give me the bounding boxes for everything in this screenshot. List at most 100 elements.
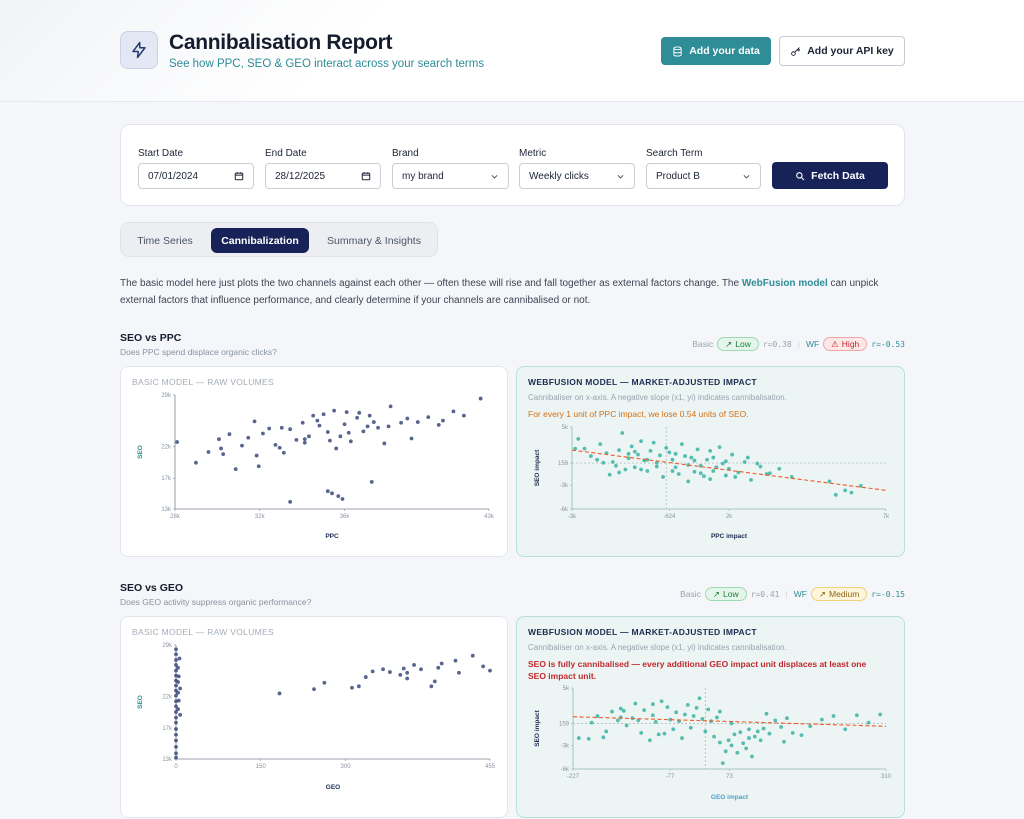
data-point	[720, 461, 725, 466]
end-date-input[interactable]: 28/12/2025	[265, 163, 381, 189]
data-point	[342, 422, 347, 427]
data-point	[747, 727, 751, 732]
data-point	[321, 412, 326, 417]
add-api-key-button[interactable]: Add your API key	[779, 36, 905, 66]
data-point	[626, 451, 631, 456]
data-point	[676, 472, 681, 476]
start-date-value: 07/01/2024	[148, 170, 199, 182]
data-point	[706, 707, 711, 712]
data-point	[330, 491, 334, 496]
data-point	[712, 734, 716, 739]
intro-text: The basic model here just plots the two …	[120, 276, 910, 309]
data-point	[470, 653, 475, 658]
x-tick-label: 0	[174, 764, 178, 770]
data-point	[256, 464, 261, 469]
data-point	[267, 426, 272, 431]
data-point	[302, 440, 307, 445]
tab-summary-insights[interactable]: Summary & Insights	[327, 234, 421, 247]
data-point	[705, 457, 709, 462]
data-point	[176, 690, 180, 695]
data-point	[595, 457, 600, 462]
card-title: BASIC MODEL — RAW VOLUMES	[132, 627, 274, 637]
data-point	[178, 712, 183, 717]
search-term-value: Product B	[656, 170, 700, 182]
y-tick-label: 22k	[162, 694, 173, 700]
tab-cannibalization[interactable]: Cannibalization	[211, 228, 309, 253]
data-point	[831, 714, 836, 718]
data-point	[703, 729, 708, 734]
data-point	[277, 445, 282, 450]
data-point	[819, 717, 824, 722]
lightning-icon	[132, 41, 146, 59]
data-point	[177, 656, 182, 661]
view-tabs: Time Series Cannibalization Summary & In…	[120, 222, 438, 257]
add-data-button[interactable]: Add your data	[661, 37, 771, 65]
card-insight: For every 1 unit of PPC impact, we lose …	[528, 409, 749, 419]
data-point	[653, 719, 658, 724]
data-point	[623, 467, 628, 472]
search-term-select[interactable]: Product B	[646, 163, 761, 189]
x-tick-label: 455	[485, 764, 496, 770]
data-point	[361, 429, 366, 434]
y-axis-label: SEO	[137, 695, 144, 709]
data-point	[632, 449, 637, 454]
data-point	[174, 693, 178, 698]
data-point	[779, 725, 783, 729]
data-point	[854, 713, 859, 718]
intro-after: can unpick external factors that influen…	[120, 278, 879, 306]
data-point	[254, 453, 259, 458]
x-tick-label: 2k	[726, 514, 733, 520]
metric-select[interactable]: Weekly clicks	[519, 163, 635, 189]
wf-r-value: r=-0.53	[871, 339, 905, 349]
data-point	[639, 731, 644, 735]
data-point	[604, 729, 609, 734]
data-point	[617, 448, 621, 453]
data-point	[827, 479, 832, 484]
data-point	[307, 434, 311, 439]
start-date-input[interactable]: 07/01/2024	[138, 163, 254, 189]
data-point	[761, 726, 766, 731]
data-point	[639, 439, 643, 444]
data-point	[194, 460, 198, 465]
data-point	[405, 670, 410, 675]
data-point	[698, 471, 703, 476]
data-point	[617, 470, 621, 475]
data-point	[866, 720, 871, 725]
brand-select[interactable]: my brand	[392, 163, 509, 189]
data-point	[174, 738, 178, 743]
y-axis-label: SEO impact	[534, 449, 541, 486]
data-point	[328, 438, 332, 443]
data-point	[174, 663, 178, 667]
data-point	[365, 424, 370, 429]
data-point	[311, 413, 316, 418]
y-tick-label: 13k	[162, 757, 173, 763]
section-subtitle-seo-vs-ppc: Does PPC spend displace organic clicks?	[120, 347, 277, 357]
data-point	[654, 464, 659, 469]
correlation-badges-ppc: Basic ↗ Low r=0.38 | WF ⚠ High r=-0.53	[692, 337, 905, 351]
data-point	[178, 686, 183, 691]
tab-time-series[interactable]: Time Series	[137, 234, 193, 247]
data-point	[639, 467, 643, 472]
data-point	[717, 740, 722, 745]
data-point	[174, 647, 178, 652]
data-point	[573, 446, 578, 451]
search-term-label: Search Term	[646, 148, 703, 159]
intro-before: The basic model here just plots the two …	[120, 278, 742, 289]
start-date-label: Start Date	[138, 148, 184, 159]
wf-strength-label: High	[841, 339, 860, 349]
x-tick-label: 73	[726, 774, 733, 780]
data-point	[833, 492, 838, 497]
data-point	[595, 714, 600, 718]
data-point	[673, 465, 678, 470]
fetch-data-label: Fetch Data	[811, 169, 865, 182]
data-point	[227, 432, 232, 437]
y-axis-label: SEO impact	[534, 709, 541, 746]
data-point	[680, 442, 684, 447]
data-point	[742, 460, 747, 464]
data-point	[279, 425, 284, 430]
fetch-data-button[interactable]: Fetch Data	[772, 162, 888, 189]
data-point	[695, 447, 700, 452]
webfusion-model-link[interactable]: WebFusion model	[741, 278, 828, 289]
data-point	[670, 457, 675, 462]
